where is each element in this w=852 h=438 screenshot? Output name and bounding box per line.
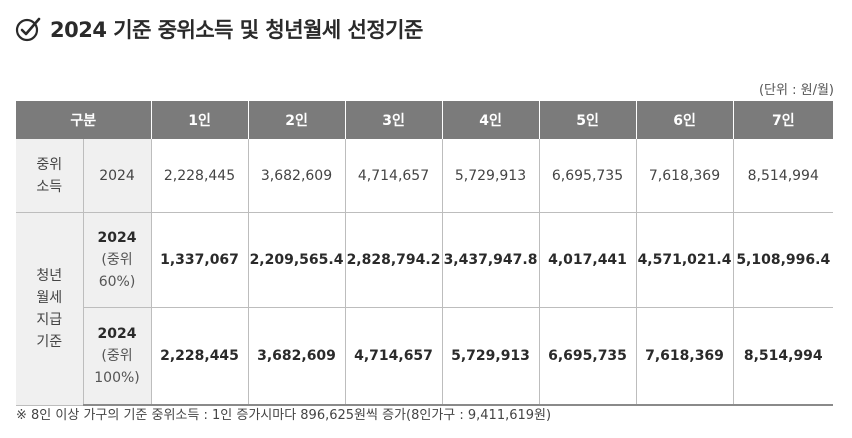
value-cell: 5,108,996.4 [733, 213, 833, 308]
value-cell: 3,437,947.8 [442, 213, 539, 308]
unit-label: (단위 : 원/월) [759, 79, 834, 98]
table-row-rent-60: 청년 월세 지급 기준 2024 (중위 60%) 1,337,067 2,20… [16, 213, 833, 308]
category-line: 중위 [36, 157, 62, 173]
value-cell: 6,695,735 [539, 139, 636, 213]
header-col-2: 2인 [248, 101, 345, 139]
value-cell: 3,682,609 [248, 308, 345, 406]
header-col-4: 4인 [442, 101, 539, 139]
category-line: 지급 [36, 312, 62, 328]
page-title-row: 2024 기준 중위소득 및 청년월세 선정기준 [14, 14, 423, 44]
value-cell: 8,514,994 [733, 308, 833, 406]
header-col-5: 5인 [539, 101, 636, 139]
value-cell: 3,682,609 [248, 139, 345, 213]
category-line: 소득 [36, 179, 62, 195]
value-cell: 5,729,913 [442, 139, 539, 213]
median-pct-label: 100%) [85, 367, 150, 389]
category-youth-rent: 청년 월세 지급 기준 [16, 213, 83, 406]
median-pct-label: (중위 [85, 345, 150, 367]
value-cell: 1,337,067 [151, 213, 248, 308]
median-pct-label: (중위 [85, 249, 150, 271]
year-label: 2024 [98, 326, 137, 342]
table-row-median-income: 중위 소득 2024 2,228,445 3,682,609 4,714,657… [16, 139, 833, 213]
income-table: 구분 1인 2인 3인 4인 5인 6인 7인 중위 소득 2024 2,228… [16, 101, 833, 406]
value-cell: 5,729,913 [442, 308, 539, 406]
value-cell: 2,228,445 [151, 308, 248, 406]
value-cell: 6,695,735 [539, 308, 636, 406]
year-cell: 2024 [83, 139, 151, 213]
category-line: 기준 [36, 334, 62, 350]
header-col-6: 6인 [636, 101, 733, 139]
header-col-1: 1인 [151, 101, 248, 139]
median-pct-label: 60%) [85, 271, 150, 293]
table-row-rent-100: 2024 (중위 100%) 2,228,445 3,682,609 4,714… [16, 308, 833, 406]
header-col-3: 3인 [345, 101, 442, 139]
category-line: 청년 [36, 268, 62, 284]
check-circle-icon [14, 15, 42, 43]
footnote: ※ 8인 이상 가구의 기준 중위소득 : 1인 증가시마다 896,625원씩… [16, 404, 551, 423]
value-cell: 7,618,369 [636, 139, 733, 213]
category-median-income: 중위 소득 [16, 139, 83, 213]
value-cell: 2,209,565.4 [248, 213, 345, 308]
value-cell: 2,828,794.2 [345, 213, 442, 308]
year-cell-60: 2024 (중위 60%) [83, 213, 151, 308]
value-cell: 4,571,021.4 [636, 213, 733, 308]
category-line: 월세 [36, 290, 62, 306]
year-cell-100: 2024 (중위 100%) [83, 308, 151, 406]
year-label: 2024 [98, 230, 137, 246]
value-cell: 2,228,445 [151, 139, 248, 213]
table-header-row: 구분 1인 2인 3인 4인 5인 6인 7인 [16, 101, 833, 139]
header-category: 구분 [16, 101, 151, 139]
header-col-7: 7인 [733, 101, 833, 139]
value-cell: 4,714,657 [345, 308, 442, 406]
value-cell: 7,618,369 [636, 308, 733, 406]
value-cell: 4,714,657 [345, 139, 442, 213]
page-title: 2024 기준 중위소득 및 청년월세 선정기준 [50, 14, 423, 44]
value-cell: 4,017,441 [539, 213, 636, 308]
value-cell: 8,514,994 [733, 139, 833, 213]
